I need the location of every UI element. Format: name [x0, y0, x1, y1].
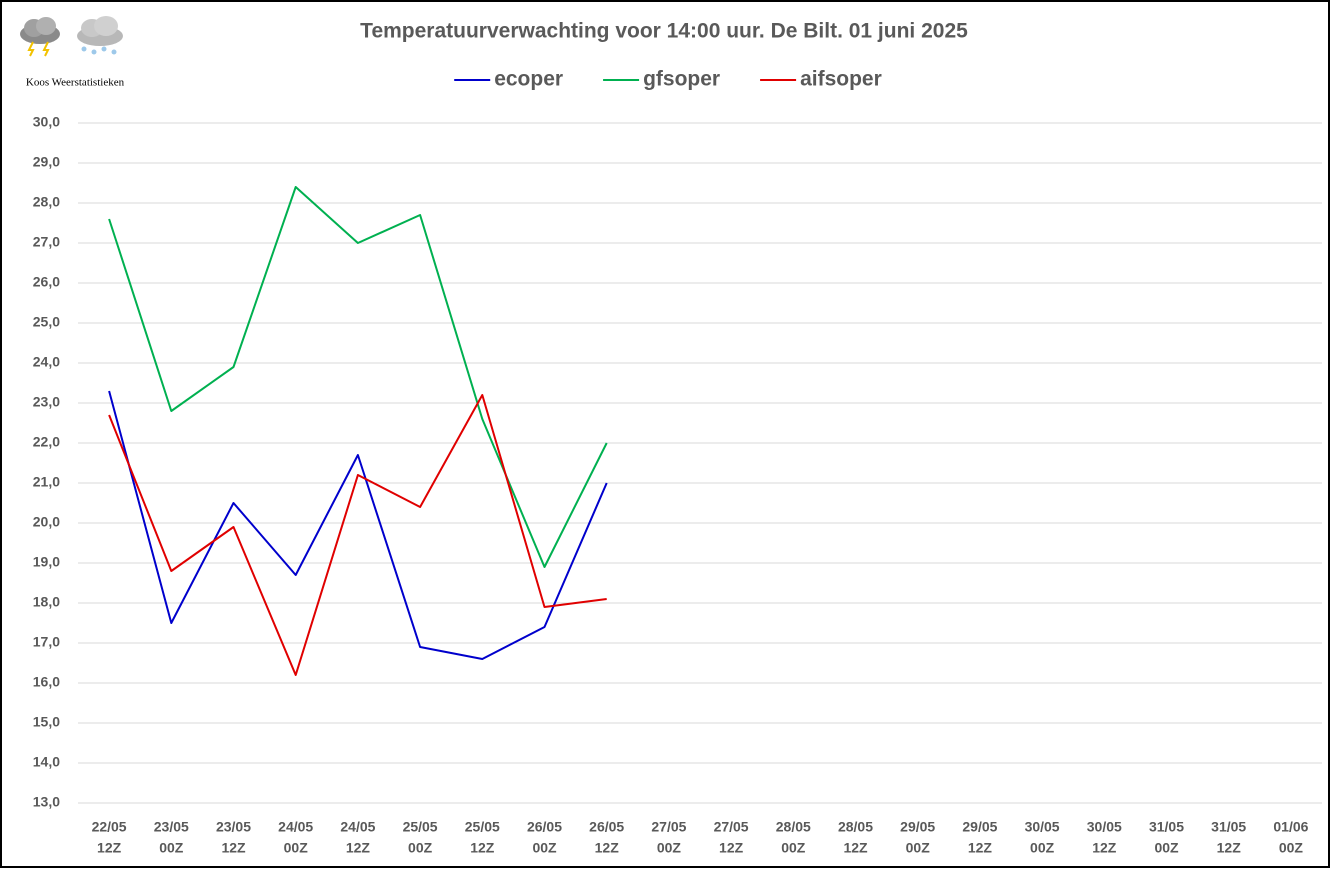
x-tick-label: 30/05	[1087, 819, 1122, 835]
x-tick-label: 00Z	[906, 840, 931, 856]
y-tick-label: 22,0	[33, 434, 60, 450]
line-series	[108, 394, 607, 676]
x-tick-label: 31/05	[1211, 819, 1246, 835]
x-tick-label: 22/05	[92, 819, 127, 835]
x-tick-label: 12Z	[97, 840, 122, 856]
x-tick-label: 24/05	[340, 819, 375, 835]
y-tick-label: 19,0	[33, 554, 60, 570]
x-tick-label: 12Z	[470, 840, 495, 856]
y-tick-label: 15,0	[33, 714, 60, 730]
y-tick-label: 27,0	[33, 234, 60, 250]
x-tick-label: 30/05	[1025, 819, 1060, 835]
x-tick-label: 00Z	[1154, 840, 1179, 856]
x-tick-label: 00Z	[159, 840, 184, 856]
x-tick-label: 23/05	[154, 819, 189, 835]
x-tick-label: 28/05	[838, 819, 873, 835]
x-tick-label: 31/05	[1149, 819, 1184, 835]
line-series	[108, 390, 608, 660]
x-tick-label: 00Z	[781, 840, 806, 856]
y-tick-label: 30,0	[33, 114, 60, 130]
x-tick-label: 27/05	[651, 819, 686, 835]
x-tick-label: 12Z	[843, 840, 868, 856]
x-tick-label: 24/05	[278, 819, 313, 835]
x-tick-label: 12Z	[968, 840, 993, 856]
x-tick-label: 25/05	[465, 819, 500, 835]
x-tick-label: 28/05	[776, 819, 811, 835]
x-tick-label: 00Z	[532, 840, 557, 856]
x-tick-label: 00Z	[657, 840, 682, 856]
x-tick-label: 00Z	[408, 840, 433, 856]
x-tick-label: 26/05	[589, 819, 624, 835]
x-tick-label: 00Z	[1279, 840, 1304, 856]
x-tick-label: 23/05	[216, 819, 251, 835]
line-series	[108, 186, 608, 568]
x-tick-label: 12Z	[1092, 840, 1117, 856]
legend-label: gfsoper	[643, 68, 720, 91]
y-tick-label: 28,0	[33, 194, 60, 210]
y-tick-label: 29,0	[33, 154, 60, 170]
x-tick-label: 26/05	[527, 819, 562, 835]
y-tick-label: 23,0	[33, 394, 60, 410]
y-tick-label: 14,0	[33, 754, 60, 770]
x-tick-label: 00Z	[284, 840, 309, 856]
x-tick-label: 00Z	[1030, 840, 1055, 856]
x-tick-label: 27/05	[714, 819, 749, 835]
x-tick-label: 12Z	[595, 840, 620, 856]
legend-label: aifsoper	[800, 68, 882, 91]
logo-icons	[20, 16, 123, 57]
y-tick-label: 17,0	[33, 634, 60, 650]
y-tick-label: 13,0	[33, 794, 60, 810]
y-tick-label: 24,0	[33, 354, 60, 370]
x-tick-label: 12Z	[346, 840, 371, 856]
x-tick-label: 12Z	[221, 840, 246, 856]
y-tick-label: 21,0	[33, 474, 60, 490]
logo-text: Koos Weerstatistieken	[26, 77, 125, 89]
y-tick-label: 25,0	[33, 314, 60, 330]
legend-label: ecoper	[494, 68, 563, 91]
y-tick-label: 26,0	[33, 274, 60, 290]
y-tick-label: 20,0	[33, 514, 60, 530]
x-tick-label: 25/05	[403, 819, 438, 835]
x-tick-label: 29/05	[900, 819, 935, 835]
x-tick-label: 12Z	[1217, 840, 1242, 856]
y-tick-label: 16,0	[33, 674, 60, 690]
chart-title: Temperatuurverwachting voor 14:00 uur. D…	[360, 20, 968, 43]
x-tick-label: 12Z	[719, 840, 744, 856]
x-tick-label: 01/06	[1273, 819, 1308, 835]
y-tick-label: 18,0	[33, 594, 60, 610]
x-tick-label: 29/05	[962, 819, 997, 835]
